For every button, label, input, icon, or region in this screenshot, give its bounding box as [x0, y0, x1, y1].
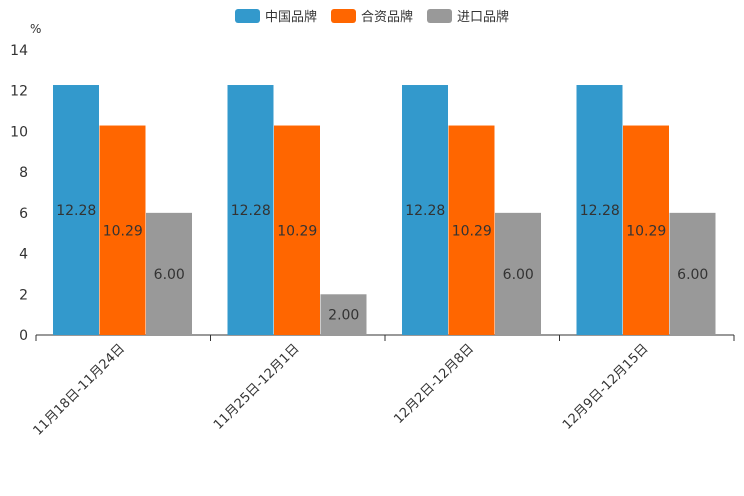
y-tick-label: 14 [10, 43, 28, 59]
y-tick-label: 10 [10, 124, 28, 140]
bar-value-label: 10.29 [452, 223, 492, 239]
bar-jv-brand[interactable] [448, 125, 495, 336]
legend-label-china-brand: 中国品牌 [264, 10, 317, 25]
bar-value-label: 12.28 [56, 203, 96, 219]
y-tick-label: 4 [19, 247, 28, 263]
bar-value-label: 2.00 [328, 308, 359, 324]
legend-swatch-jv-brand [330, 8, 356, 23]
chart-legend: 中国品牌 合资品牌 进口品牌 [0, 6, 744, 25]
y-tick-label: 6 [19, 206, 28, 222]
bar-import-brand[interactable] [320, 294, 367, 335]
bar-value-label: 10.29 [626, 223, 666, 239]
legend-swatch-china-brand [234, 8, 260, 23]
y-axis-unit: % [30, 22, 41, 36]
legend-label-jv-brand: 合资品牌 [360, 10, 413, 25]
y-tick-label: 8 [19, 165, 28, 181]
bar-value-label: 12.28 [231, 203, 271, 219]
bar-value-label: 12.28 [580, 203, 620, 219]
bar-import-brand[interactable] [495, 212, 541, 335]
y-tick-label: 2 [19, 287, 28, 303]
bar-import-brand[interactable] [146, 212, 192, 335]
y-tick-label: 0 [19, 328, 28, 344]
bar-jv-brand[interactable] [623, 125, 669, 336]
bar-value-label: 6.00 [154, 267, 185, 283]
legend-label-import-brand: 进口品牌 [457, 10, 510, 25]
bar-value-label: 10.29 [277, 223, 317, 239]
bar-jv-brand[interactable] [99, 125, 146, 336]
bar-china-brand[interactable] [402, 85, 448, 335]
x-tick-label: 12月2日-12月8日 [391, 341, 477, 427]
legend-item-jv-brand[interactable]: 合资品牌 [330, 6, 413, 25]
y-tick-label: 12 [10, 84, 28, 100]
bar-import-brand[interactable] [669, 212, 716, 335]
bar-value-label: 12.28 [405, 203, 445, 219]
bar-china-brand[interactable] [53, 85, 99, 335]
bar-china-brand[interactable] [227, 85, 274, 335]
legend-item-import-brand[interactable]: 进口品牌 [427, 6, 509, 25]
bar-value-label: 10.29 [103, 223, 143, 239]
bar-value-label: 6.00 [503, 267, 534, 283]
legend-item-china-brand[interactable]: 中国品牌 [234, 6, 317, 25]
bar-value-label: 6.00 [677, 267, 708, 283]
bar-jv-brand[interactable] [274, 125, 320, 336]
x-tick-label: 12月9日-12月15日 [560, 341, 652, 433]
bar-china-brand[interactable] [576, 85, 623, 335]
x-tick-label: 11月25日-12月1日 [211, 341, 303, 433]
legend-swatch-import-brand [427, 8, 452, 23]
x-tick-label: 11月18日-11月24日 [31, 341, 128, 438]
